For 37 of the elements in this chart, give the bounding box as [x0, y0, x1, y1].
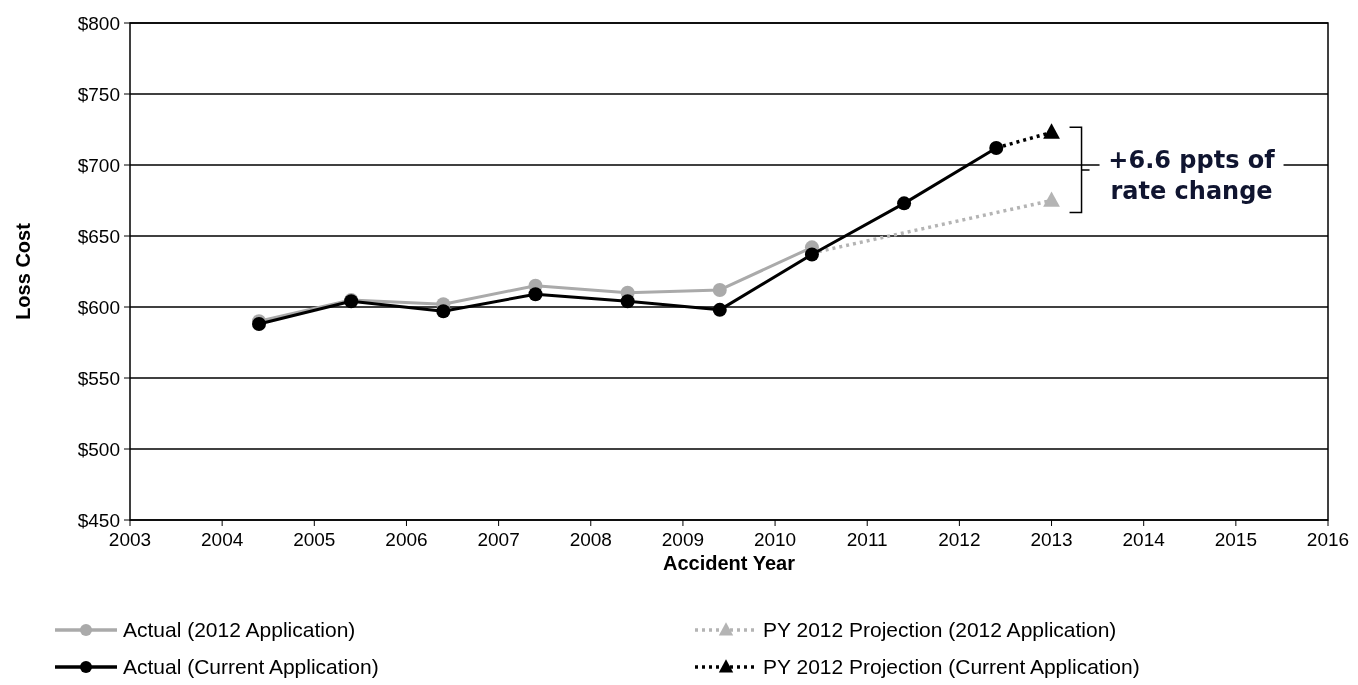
x-tick-label: 2004 [201, 529, 244, 550]
x-tick-label: 2014 [1122, 529, 1166, 550]
legend-label: PY 2012 Projection (2012 Application) [763, 618, 1117, 642]
x-tick-label: 2016 [1306, 529, 1350, 550]
legend-label: Actual (2012 Application) [123, 618, 356, 642]
x-tick-label: 2006 [385, 529, 428, 550]
x-tick-label: 2013 [1030, 529, 1073, 550]
y-tick-label: $500 [77, 438, 120, 460]
x-tick-label: 2003 [108, 529, 152, 550]
y-tick-label: $750 [77, 83, 120, 105]
legend-label: Actual (Current Application) [123, 655, 379, 679]
x-tick-label: 2015 [1214, 529, 1257, 550]
y-axis-title: Loss Cost [12, 222, 34, 320]
y-tick-label: $550 [77, 367, 120, 389]
x-tick-label: 2011 [846, 529, 888, 550]
x-tick-label: 2007 [477, 529, 520, 550]
point [989, 140, 1004, 155]
point [528, 287, 543, 302]
y-tick-label: $600 [77, 296, 120, 318]
point [804, 247, 819, 262]
legend-label: PY 2012 Projection (Current Application) [763, 655, 1140, 679]
point [436, 304, 451, 319]
y-tick-label: $650 [77, 225, 120, 247]
x-axis-title: Accident Year [663, 552, 796, 574]
x-tick-label: 2005 [293, 529, 336, 550]
y-tick-label: $450 [77, 509, 120, 531]
x-tick-label: 2008 [569, 529, 612, 550]
x-tick-label: 2009 [661, 529, 705, 550]
point [712, 302, 727, 317]
point [897, 196, 912, 211]
point [712, 282, 727, 297]
y-tick-label: $700 [77, 154, 120, 176]
y-tick-label: $800 [77, 12, 120, 34]
x-tick-label: 2012 [938, 529, 981, 550]
annotation: +6.6 ppts of rate change [1108, 145, 1276, 205]
x-tick-label: 2010 [753, 529, 797, 550]
point [620, 294, 635, 309]
